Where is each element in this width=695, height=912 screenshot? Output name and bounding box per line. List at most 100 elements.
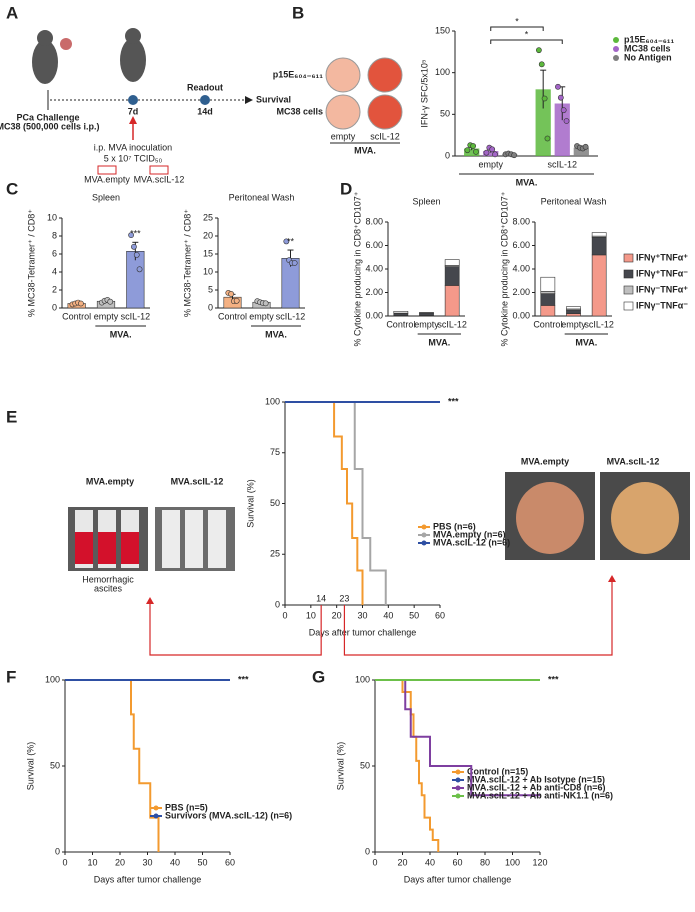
label: Survival <box>256 94 291 104</box>
survival-curve <box>285 401 387 605</box>
plate-well <box>325 57 361 93</box>
significance-label: ** <box>287 236 295 246</box>
x-tick-label: scIL-12 <box>547 159 577 169</box>
plate-well <box>367 57 403 93</box>
data-point <box>464 147 471 154</box>
y-tick-label: 20 <box>203 230 213 240</box>
group-label: MVA. <box>354 145 376 155</box>
legend-marker <box>421 524 427 530</box>
y-tick-label: 0 <box>365 846 370 856</box>
bar-segment <box>444 266 460 286</box>
survival-curve <box>65 679 160 852</box>
y-tick-label: 2.00 <box>512 287 530 297</box>
data-point <box>492 151 498 158</box>
y-tick-label: 8 <box>52 230 57 240</box>
y-tick-label: 25 <box>203 212 213 222</box>
y-axis-label: % MC38-Tetramer⁺ / CD8⁺ <box>26 209 36 317</box>
legend-label: MVA.empty (n=6) <box>433 529 506 539</box>
mouse-icon <box>125 28 141 44</box>
x-tick-label: 0 <box>282 610 287 620</box>
label: 5 x 10⁷ TCID₅₀ <box>104 153 163 163</box>
data-point <box>291 260 298 266</box>
significance-label: * <box>525 29 529 39</box>
caption: Hemorrhagic <box>82 574 134 584</box>
x-tick-label: empty <box>249 311 274 321</box>
tube <box>185 510 203 568</box>
x-tick-label: 80 <box>480 857 490 867</box>
arrowhead <box>245 96 253 104</box>
x-axis-label: Days after tumor challenge <box>309 627 417 637</box>
panel-label: C <box>6 179 18 198</box>
mouse-icon <box>32 40 58 84</box>
y-tick-label: 0 <box>445 150 450 160</box>
y-tick-label: 50 <box>270 498 280 508</box>
abdomen <box>611 482 679 554</box>
panel-label: F <box>6 667 16 686</box>
vial <box>97 165 117 175</box>
data-point <box>582 143 589 150</box>
data-point <box>541 95 548 102</box>
bar-segment <box>540 305 556 317</box>
bar-segment <box>444 259 460 266</box>
legend-marker <box>455 793 461 799</box>
legend-label: Survivors (MVA.scIL-12) (n=6) <box>165 810 292 820</box>
bar <box>554 103 570 156</box>
arrowhead <box>129 116 137 124</box>
image-label: MVA.scIL-12 <box>607 456 660 466</box>
survival-curve <box>285 401 364 605</box>
data-point <box>262 300 269 307</box>
x-axis-label: Days after tumor challenge <box>404 874 512 884</box>
data-point <box>563 118 570 124</box>
bar <box>483 151 499 156</box>
panel-label: E <box>6 407 17 426</box>
x-tick-label: 100 <box>505 857 520 867</box>
significance-label: *** <box>238 674 249 684</box>
x-tick-label: 10 <box>306 610 316 620</box>
x-tick-label: empty <box>478 159 503 169</box>
group-label: MVA. <box>265 329 287 339</box>
y-tick-label: 6.00 <box>365 240 383 250</box>
y-tick-label: 0 <box>208 302 213 312</box>
tube <box>208 510 226 568</box>
x-tick-label: 50 <box>197 857 207 867</box>
arrowhead <box>146 597 154 604</box>
legend-marker <box>421 540 427 546</box>
legend-label: IFNγ⁻TNFα⁻ <box>636 300 688 310</box>
image-label: MVA.empty <box>521 456 569 466</box>
data-point <box>470 143 477 149</box>
x-tick-label: 20 <box>397 857 407 867</box>
significance-bracket <box>490 26 544 31</box>
group-label: MVA. <box>516 177 538 187</box>
y-tick-label: 5 <box>208 284 213 294</box>
diagram-a: PCa Challenge MC38 (500,000 cells i.p.) … <box>0 28 291 184</box>
y-axis-label: Survival (%) <box>25 742 35 791</box>
legend-marker <box>455 785 461 791</box>
data-point <box>136 266 143 273</box>
data-point <box>557 94 564 101</box>
marker-arrow <box>343 581 613 656</box>
x-tick-label: 20 <box>332 610 342 620</box>
bar <box>464 148 480 156</box>
y-tick-label: 2 <box>52 284 57 294</box>
x-axis-label: Days after tumor challenge <box>94 874 202 884</box>
label: Readout <box>187 82 223 92</box>
x-tick-label: scIL-12 <box>276 311 306 321</box>
timepoint <box>128 95 138 105</box>
group-label: MVA. <box>110 329 132 339</box>
bar-segment <box>591 232 607 237</box>
legend-swatch <box>623 301 634 311</box>
y-tick-label: 25 <box>270 549 280 559</box>
column-label: empty <box>331 131 356 141</box>
x-tick-label: Control <box>62 311 91 321</box>
x-tick-label: 60 <box>225 857 235 867</box>
legend-label: PBS (n=6) <box>433 521 476 531</box>
marker-label: 14 <box>316 593 326 603</box>
legend-label: MVA.scIL-12 + Ab anti-NK1.1 (n=6) <box>467 790 613 800</box>
x-tick-label: 40 <box>170 857 180 867</box>
y-tick-label: 15 <box>203 248 213 258</box>
image-label: MVA.empty <box>86 476 134 486</box>
x-tick-label: 40 <box>383 610 393 620</box>
bar-segment <box>591 254 607 317</box>
data-point <box>511 152 518 159</box>
